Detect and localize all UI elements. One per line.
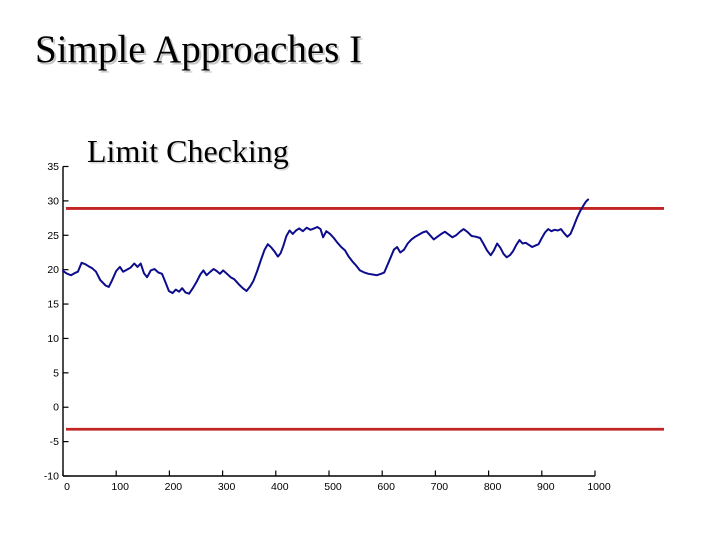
y-tick-label: 30 xyxy=(47,195,59,207)
monitored-signal-line xyxy=(62,198,590,295)
y-tick-label: 25 xyxy=(47,230,59,242)
x-tick-label: 800 xyxy=(484,481,502,493)
x-tick-label: 300 xyxy=(218,481,236,493)
y-tick-label: 0 xyxy=(53,402,59,414)
x-tick-label: 500 xyxy=(324,481,342,493)
x-tick-label: 200 xyxy=(165,481,183,493)
y-tick-label: 35 xyxy=(47,161,59,173)
x-tick-label: 400 xyxy=(271,481,289,493)
y-tick-label: 5 xyxy=(53,367,59,379)
y-tick-label: -10 xyxy=(44,471,59,483)
x-tick-label: 600 xyxy=(377,481,395,493)
y-tick-label: 15 xyxy=(47,299,59,311)
chart-title: Limit Checking xyxy=(87,133,289,169)
x-tick-label: 0 xyxy=(64,481,70,493)
x-tick-label: 700 xyxy=(431,481,449,493)
x-tick-label: 1000 xyxy=(587,481,611,493)
y-tick-label: -5 xyxy=(50,436,59,448)
x-tick-label: 900 xyxy=(537,481,555,493)
y-tick-label: 10 xyxy=(47,333,59,345)
slide-title: Simple Approaches I xyxy=(35,28,363,71)
y-tick-label: 20 xyxy=(47,264,59,276)
x-tick-label: 100 xyxy=(111,481,129,493)
